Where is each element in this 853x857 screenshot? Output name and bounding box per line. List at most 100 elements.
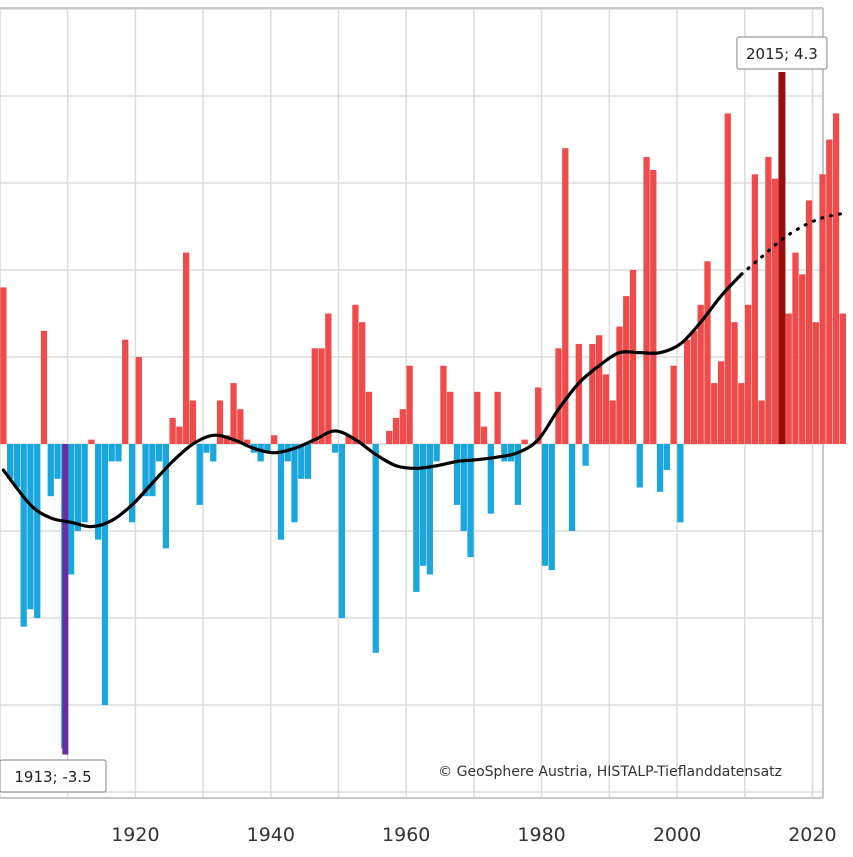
bar-negative-1941 [277,444,285,540]
bar-max-2015 [778,72,786,444]
x-axis-tick-labels: 1920 1940 1960 1980 2000 2020 [111,824,836,846]
credit-group: © GeoSphere Austria, HISTALP-Tieflanddat… [438,764,782,780]
x-tick-label: 1960 [382,824,430,846]
bar-positive-2014 [772,178,779,444]
bar-negative-1905 [34,444,41,618]
bar-positive-1958 [392,417,400,444]
bar-positive-1970 [474,391,481,444]
bar-negative-1944 [298,444,305,479]
bar-positive-2019 [805,200,813,444]
bar-negative-1907 [47,444,54,497]
annotation-max-box [736,36,828,70]
bar-negative-1916 [108,444,115,462]
bar-negative-1904 [27,444,34,610]
bar-positive-1926 [176,426,183,444]
x-tick-label: 1980 [517,824,565,846]
bar-negative-1949 [331,444,339,453]
bar-positive-1935 [237,409,244,444]
bar-negative-1972 [487,444,494,514]
bar-positive-1995 [643,156,650,444]
bar-negative-1942 [284,444,291,462]
bar-negative-2000 [677,444,684,523]
bar-positive-1990 [609,400,616,444]
bar-positive-1928 [189,400,197,444]
bar-positive-2011 [751,174,758,445]
bar-negative-1945 [304,444,312,479]
annotation-max: 2015; 4.3 [736,36,828,70]
bar-positive-1989 [602,374,610,444]
bar-positive-1960 [406,365,413,444]
bar-positive-2004 [704,261,711,444]
bar-negative-1931 [210,444,217,462]
bar-positive-2009 [738,383,745,444]
bar-negative-1976 [514,444,522,505]
bar-negative-1961 [413,444,420,592]
bar-positive-1971 [480,426,488,444]
bar-positive-1965 [440,365,447,444]
bar-positive-2016 [785,313,792,444]
bar-layer [0,72,846,755]
bar-positive-2021 [819,174,826,445]
bar-negative-1980 [541,444,549,566]
bar-negative-1950 [338,444,346,618]
annotation-min: 1913; -3.5 [0,759,107,793]
bar-positive-1988 [596,335,603,444]
bar-positive-1933 [223,435,230,444]
bar-negative-1922 [149,444,156,497]
bar-positive-2018 [799,274,806,444]
bar-negative-1974 [501,444,508,462]
bar-positive-1996 [650,169,657,444]
bar-positive-2001 [684,339,691,444]
bar-positive-1954 [365,391,373,444]
bar-negative-1986 [582,444,589,466]
bar-negative-1908 [54,444,61,479]
bar-negative-1901 [7,444,14,479]
bar-positive-2002 [690,330,698,444]
bar-positive-1957 [386,430,393,444]
bar-positive-2005 [711,383,718,444]
bar-positive-2024 [839,313,846,444]
bar-negative-1964 [433,444,440,462]
bar-positive-1932 [216,400,224,444]
bar-negative-1984 [568,444,576,531]
bar-positive-2023 [832,113,840,445]
bar-negative-1924 [162,444,169,549]
bar-negative-1967 [453,444,461,505]
bar-positive-2017 [792,252,799,444]
bar-positive-2008 [731,322,738,444]
bar-negative-1919 [128,444,136,523]
bar-negative-1955 [372,444,379,653]
bar-positive-1987 [589,343,596,444]
bar-negative-1997 [656,444,664,492]
bar-positive-2013 [765,156,772,444]
bar-negative-1963 [426,444,434,575]
grid-layer [0,7,824,799]
bar-negative-1975 [508,444,515,462]
x-tick-label: 1920 [111,824,159,846]
bar-positive-1966 [447,391,454,444]
bar-negative-1981 [548,444,555,571]
bar-positive-1993 [629,270,637,444]
bar-positive-1927 [183,252,190,444]
bar-positive-1913 [88,439,95,444]
bar-positive-2020 [812,322,819,444]
bar-positive-1934 [230,383,237,444]
x-tick-label: 1940 [247,824,295,846]
bar-positive-1918 [122,339,129,444]
bar-negative-1903 [20,444,27,627]
bar-positive-1959 [399,409,406,444]
annotation-max-label: 2015; 4.3 [746,45,818,63]
bar-negative-1938 [257,444,264,462]
bar-positive-2003 [697,304,704,444]
bar-negative-1911 [74,444,81,531]
bar-positive-1985 [575,343,582,444]
bar-negative-1917 [115,444,122,462]
bar-negative-1910 [67,444,75,575]
bar-negative-1939 [264,444,271,453]
annotation-min-label: 1913; -3.5 [14,768,91,786]
bar-positive-1906 [40,330,48,444]
annotation-layer: 2015; 4.3 1913; -3.5 [0,36,828,793]
bar-negative-1930 [203,444,210,453]
annotation-min-box [0,759,107,793]
